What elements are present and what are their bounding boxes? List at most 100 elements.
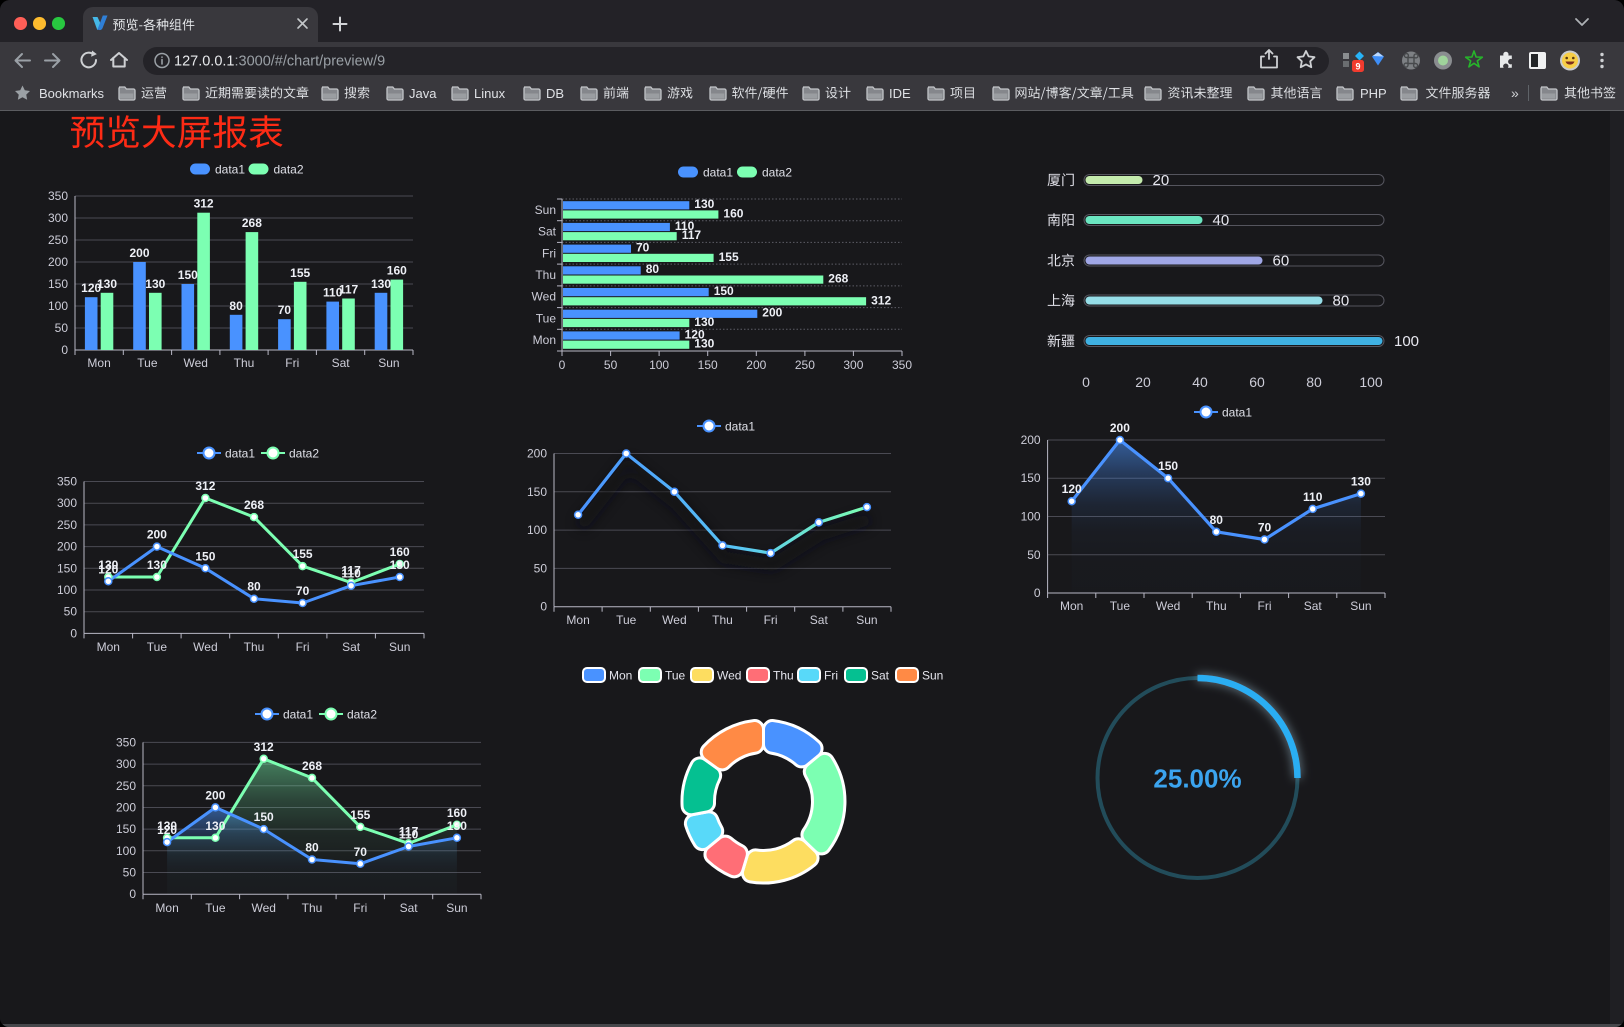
svg-text:40: 40 [1192, 374, 1208, 390]
svg-text:Mon: Mon [533, 333, 556, 347]
svg-text:50: 50 [534, 561, 548, 575]
svg-text:data2: data2 [347, 708, 377, 722]
svg-text:60: 60 [1249, 374, 1265, 390]
svg-text:Sun: Sun [378, 356, 399, 370]
svg-text:160: 160 [447, 806, 467, 820]
svg-text:Wed: Wed [193, 640, 217, 654]
svg-text:130: 130 [694, 337, 714, 351]
svg-text:150: 150 [1158, 459, 1178, 473]
svg-text:50: 50 [123, 866, 137, 880]
svg-text:268: 268 [244, 498, 264, 512]
svg-text:0: 0 [61, 343, 68, 357]
svg-text:70: 70 [636, 241, 650, 255]
svg-text:Sat: Sat [332, 356, 351, 370]
svg-text:100: 100 [1394, 333, 1419, 350]
svg-text:110: 110 [323, 286, 343, 300]
svg-text:Thu: Thu [244, 640, 265, 654]
svg-text:130: 130 [390, 558, 410, 572]
svg-text:100: 100 [649, 358, 669, 372]
svg-text:70: 70 [354, 845, 368, 859]
svg-text:0: 0 [1034, 586, 1041, 600]
svg-text:Sat: Sat [538, 225, 557, 239]
svg-text:0: 0 [70, 626, 77, 640]
svg-text:100: 100 [57, 583, 77, 597]
svg-text:Fri: Fri [296, 640, 310, 654]
svg-text:200: 200 [48, 255, 68, 269]
svg-text:Fri: Fri [542, 246, 556, 260]
svg-text:150: 150 [116, 822, 136, 836]
svg-text:160: 160 [723, 207, 743, 221]
svg-text:Mon: Mon [566, 613, 589, 627]
svg-text:Tue: Tue [137, 356, 158, 370]
svg-text:Thu: Thu [535, 268, 556, 282]
svg-text:100: 100 [1021, 510, 1041, 524]
svg-text:200: 200 [527, 447, 547, 461]
svg-text:150: 150 [698, 358, 718, 372]
svg-text:0: 0 [129, 887, 136, 901]
svg-text:50: 50 [1027, 548, 1041, 562]
svg-text:110: 110 [341, 567, 361, 581]
svg-text:»: » [1511, 85, 1519, 101]
svg-text:200: 200 [147, 528, 167, 542]
svg-text:130: 130 [205, 819, 225, 833]
svg-text:50: 50 [604, 358, 618, 372]
svg-text:data1: data1 [1222, 406, 1252, 420]
svg-text:60: 60 [1273, 253, 1290, 270]
svg-text:117: 117 [339, 283, 359, 297]
svg-text:Tue: Tue [205, 901, 226, 915]
svg-text:350: 350 [116, 735, 136, 749]
svg-text:Mon: Mon [1060, 599, 1083, 613]
svg-text:300: 300 [843, 358, 863, 372]
svg-text:Sun: Sun [1350, 599, 1371, 613]
svg-text:250: 250 [48, 233, 68, 247]
svg-text:80: 80 [247, 580, 261, 594]
svg-text:20: 20 [1153, 172, 1170, 189]
svg-text:250: 250 [57, 518, 77, 532]
svg-text:110: 110 [1303, 490, 1323, 504]
svg-text:80: 80 [305, 841, 319, 855]
svg-text:data2: data2 [289, 447, 319, 461]
svg-text:268: 268 [828, 272, 848, 286]
svg-text:25.00%: 25.00% [1153, 764, 1241, 794]
svg-text:Thu: Thu [234, 356, 255, 370]
svg-text:130: 130 [1351, 475, 1371, 489]
svg-text:155: 155 [290, 266, 310, 280]
svg-text:40: 40 [1213, 212, 1230, 229]
svg-text:120: 120 [98, 562, 118, 576]
svg-text:250: 250 [795, 358, 815, 372]
svg-text:150: 150 [1021, 471, 1041, 485]
svg-text:data1: data1 [283, 708, 313, 722]
svg-text:Tue: Tue [616, 613, 637, 627]
svg-text:Mon: Mon [97, 640, 120, 654]
svg-text:130: 130 [147, 558, 167, 572]
svg-text:Wed: Wed [532, 290, 556, 304]
svg-text:150: 150 [527, 485, 547, 499]
svg-text:117: 117 [682, 228, 702, 242]
svg-text:100: 100 [116, 844, 136, 858]
svg-text:80: 80 [1333, 293, 1350, 310]
svg-text:120: 120 [1062, 482, 1082, 496]
svg-text:130: 130 [371, 277, 391, 291]
svg-text:80: 80 [229, 299, 243, 313]
svg-text:Sat: Sat [810, 613, 829, 627]
svg-text:0: 0 [559, 358, 566, 372]
svg-text:312: 312 [194, 197, 214, 211]
svg-text:data1: data1 [703, 166, 733, 180]
svg-text:Linux: Linux [474, 86, 506, 101]
svg-text:Thu: Thu [1206, 599, 1227, 613]
svg-text:200: 200 [1110, 421, 1130, 435]
svg-text:Fri: Fri [353, 901, 367, 915]
svg-text:130: 130 [447, 819, 467, 833]
svg-text:127.0.0.1:3000/#/chart/preview: 127.0.0.1:3000/#/chart/preview/9 [174, 54, 385, 70]
svg-text:268: 268 [302, 759, 322, 773]
svg-text:Sat: Sat [400, 901, 419, 915]
svg-text:110: 110 [399, 828, 419, 842]
svg-text:150: 150 [57, 561, 77, 575]
svg-text:DB: DB [546, 86, 564, 101]
svg-text:20: 20 [1135, 374, 1151, 390]
svg-text:Tue: Tue [665, 669, 686, 683]
svg-text:350: 350 [57, 475, 77, 489]
svg-text:300: 300 [48, 211, 68, 225]
svg-text:100: 100 [48, 299, 68, 313]
svg-text:80: 80 [646, 262, 660, 276]
